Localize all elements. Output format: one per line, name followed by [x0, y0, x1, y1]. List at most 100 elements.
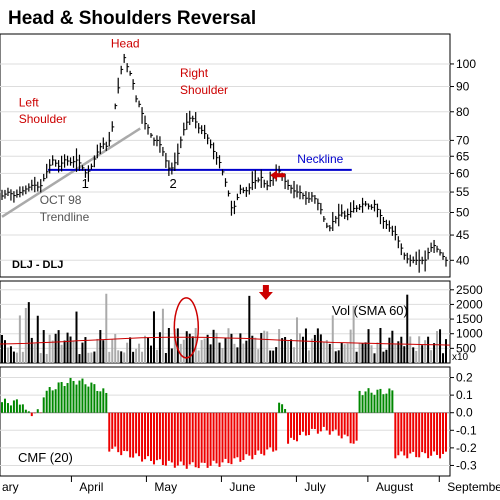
volume-bar	[141, 351, 144, 363]
cmf-panel-label: CMF (20)	[18, 450, 73, 465]
volume-bar	[147, 337, 150, 363]
cmf-bar	[9, 405, 12, 413]
volume-bar	[120, 351, 123, 363]
cmf-bar	[334, 412, 337, 430]
volume-bar	[185, 331, 188, 363]
cmf-bar	[24, 409, 27, 413]
volume-bar	[69, 336, 72, 363]
volume-bar	[212, 329, 215, 363]
cmf-bar	[48, 387, 51, 413]
volume-bar	[290, 339, 293, 363]
cmf-bar	[209, 412, 212, 466]
cmf-bar	[42, 397, 45, 413]
volume-bar	[272, 350, 275, 363]
volume-bar	[221, 348, 224, 363]
cmf-bar	[149, 412, 152, 461]
volume-bar	[48, 334, 51, 363]
volume-bar	[176, 328, 179, 363]
cmf-bar	[218, 412, 221, 467]
volume-bar	[358, 342, 361, 363]
cmf-bar	[391, 390, 394, 413]
volume-bar	[421, 345, 424, 363]
cmf-bar	[430, 412, 433, 456]
volume-bar	[346, 343, 349, 363]
volume-bar	[382, 351, 385, 363]
cmf-bar	[388, 388, 391, 413]
volume-bar	[391, 330, 394, 363]
cmf-bar	[394, 412, 397, 459]
cmf-bar	[442, 412, 445, 454]
volume-bar	[215, 332, 218, 363]
cmf-bar	[307, 412, 310, 436]
cmf-tick-label-5: 0.2	[456, 371, 473, 385]
cmf-bar	[191, 412, 194, 463]
volume-bar	[99, 330, 102, 363]
neckline-break-arrow-icon	[270, 170, 286, 181]
volume-bar	[114, 333, 117, 363]
volume-bar	[355, 351, 358, 363]
volume-bar	[90, 352, 93, 363]
price-tick-label-50: 50	[456, 205, 470, 219]
volume-bar	[337, 350, 340, 363]
volume-bar	[3, 340, 6, 363]
cmf-bar	[206, 412, 209, 468]
volume-bar	[266, 331, 269, 363]
cmf-bar	[123, 412, 126, 451]
cmf-bar	[403, 412, 406, 456]
volume-bar	[409, 336, 412, 363]
cmf-bar	[30, 412, 33, 417]
volume-bar	[406, 294, 409, 363]
cmf-bar	[364, 391, 367, 413]
cmf-bar	[367, 388, 370, 413]
cmf-bar	[331, 412, 334, 432]
volume-bar	[63, 340, 66, 363]
volume-bar	[203, 338, 206, 363]
cmf-bar	[69, 377, 72, 413]
volume-bar	[60, 344, 63, 363]
cmf-bar	[313, 412, 316, 430]
cmf-bar	[152, 412, 155, 465]
cmf-tick-label-0: -0.3	[456, 458, 477, 472]
volume-bar	[155, 349, 158, 363]
volume-bar	[117, 350, 120, 363]
volume-bar	[424, 340, 427, 363]
cmf-bar	[355, 412, 358, 441]
price-tick-label-70: 70	[456, 133, 470, 147]
volume-bar	[21, 351, 24, 363]
volume-bar	[343, 344, 346, 363]
volume-sma-line	[0, 336, 451, 346]
cmf-bar	[141, 412, 144, 462]
volume-bar	[442, 353, 445, 363]
cmf-bar	[18, 404, 21, 413]
cmf-bar	[397, 412, 400, 456]
annotation-1: 1	[82, 176, 89, 191]
price-tick-label-45: 45	[456, 228, 470, 242]
volume-bar	[328, 343, 331, 363]
volume-bar	[191, 336, 194, 363]
volume-bar	[1, 334, 3, 363]
price-tick-label-100: 100	[456, 57, 476, 71]
volume-bar	[209, 344, 212, 363]
volume-bar	[376, 342, 379, 363]
volume-bar	[72, 341, 75, 363]
cmf-bar	[427, 412, 430, 459]
cmf-bar	[57, 382, 60, 413]
cmf-bar	[75, 384, 78, 413]
cmf-bar	[66, 383, 69, 413]
annotation-oct-98: OCT 98	[40, 193, 82, 207]
volume-arrow-down-icon	[258, 285, 273, 300]
volume-bar	[239, 333, 242, 363]
volume-bar	[430, 350, 433, 363]
volume-bar	[400, 336, 403, 363]
volume-bar	[397, 341, 400, 363]
volume-bar	[57, 330, 60, 363]
cmf-bar	[319, 412, 322, 432]
cmf-tick-label-4: 0.1	[456, 388, 473, 402]
cmf-bar	[236, 412, 239, 458]
volume-bar	[281, 338, 284, 363]
volume-bar	[96, 338, 99, 363]
volume-bar	[87, 352, 90, 363]
volume-bar	[415, 350, 418, 363]
volume-bar	[388, 337, 391, 363]
volume-bar	[257, 349, 260, 363]
